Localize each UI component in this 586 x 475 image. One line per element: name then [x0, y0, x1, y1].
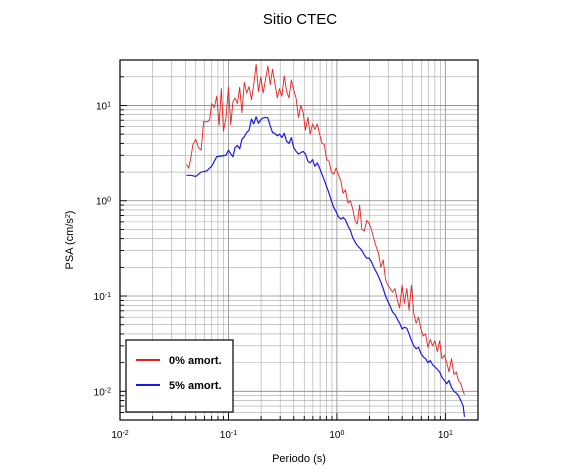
y-tick-label-0: 10-2: [94, 387, 111, 399]
x-axis-label: Periodo (s): [272, 453, 326, 465]
chart-title: Sitio CTEC: [263, 11, 337, 28]
y-tick-label-2: 100: [96, 196, 111, 208]
legend: 0% amort. 5% amort.: [125, 339, 234, 413]
y-tick-label-1: 10-1: [94, 292, 111, 304]
x-tick-label-3: 101: [438, 430, 453, 442]
series-line-1: [186, 116, 466, 417]
legend-label-0: 0% amort.: [169, 355, 222, 367]
plot-frame: [119, 59, 479, 421]
y-axis-label-exponent: 2: [65, 214, 72, 218]
x-tick-label-0: 10-2: [111, 430, 128, 442]
series-lines: [186, 63, 466, 417]
grid: [119, 59, 479, 421]
x-tick-label-1: 10-1: [220, 430, 237, 442]
y-axis-label-suffix: ): [64, 211, 76, 215]
legend-label-1: 5% amort.: [169, 380, 222, 392]
axis-ticks: 10-2 10-1 100 101 10-2 10-1 100 101: [94, 59, 479, 442]
y-axis-label: PSA (cm/s2): [64, 211, 76, 270]
x-tick-label-2: 100: [329, 430, 344, 442]
y-axis-label-prefix: PSA (cm/s: [64, 218, 76, 270]
series-line-0: [186, 63, 465, 395]
legend-box: [125, 339, 234, 413]
y-tick-label-3: 101: [96, 101, 111, 113]
